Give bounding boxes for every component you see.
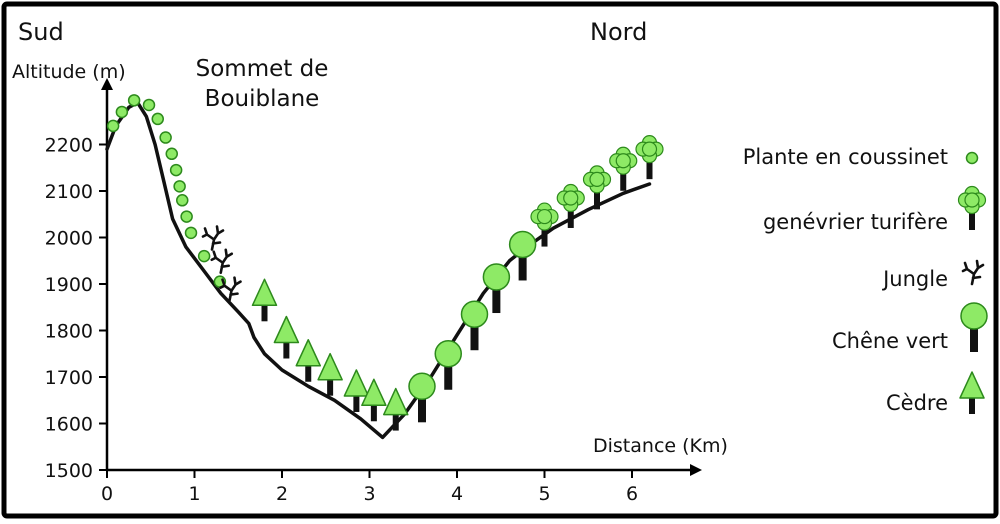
altitude-profile-line	[105, 100, 652, 440]
legend-label-coussinet: Plante en coussinet	[743, 145, 948, 169]
profile-layer	[105, 100, 652, 440]
genevrier-turifere-mark	[563, 190, 579, 206]
summit-label-line-2: Bouiblane	[205, 86, 320, 112]
chene-vert-trunk	[444, 361, 453, 390]
plante-en-coussinet-mark	[115, 105, 129, 119]
x-tick-label: 1	[188, 483, 200, 505]
y-tick-label: 2000	[45, 228, 93, 250]
cedre-trunk	[261, 299, 268, 322]
chene-vert-trunk	[970, 324, 978, 352]
genevrier-turifere-mark	[964, 192, 980, 208]
chene-vert-mark	[508, 230, 537, 259]
genevrier-turifere-mark	[536, 208, 553, 225]
x-tick-label: 4	[451, 483, 463, 505]
chene-vert-trunk	[518, 252, 527, 281]
x-tick-label: 6	[626, 483, 638, 505]
y-tick-label: 1600	[45, 414, 93, 436]
plante-en-coussinet-mark	[173, 180, 186, 193]
jungle-mark	[201, 225, 225, 251]
chene-vert-trunk	[418, 394, 426, 423]
y-axis-title: Altitude (m)	[12, 61, 126, 83]
plante-en-coussinet-mark	[184, 226, 198, 240]
genevrier-trunk	[620, 166, 627, 191]
x-tick-label: 0	[101, 483, 113, 505]
x-tick-label: 2	[276, 483, 288, 505]
plante-en-coussinet-mark	[142, 98, 156, 112]
legend-label-chene: Chêne vert	[832, 329, 948, 353]
plante-en-coussinet-mark	[965, 151, 979, 165]
legend-label-genevrier: genévrier turifère	[763, 210, 948, 234]
legend-icons	[957, 151, 988, 414]
plante-en-coussinet-mark	[169, 163, 183, 177]
vegetation-layer	[106, 94, 664, 431]
legend: Plante en coussinet genévrier turifère J…	[743, 145, 988, 415]
plante-en-coussinet-mark	[127, 94, 141, 107]
genevrier-trunk	[541, 222, 548, 247]
y-tick-label: 2200	[45, 135, 93, 157]
plante-en-coussinet-mark	[180, 210, 193, 223]
cedre-mark	[317, 352, 343, 381]
x-tick-label: 3	[363, 483, 375, 505]
cedre-mark	[361, 378, 387, 407]
chene-vert-mark	[434, 340, 462, 368]
genevrier-turifere-mark	[615, 153, 631, 169]
x-axis-title: Distance (Km)	[593, 435, 728, 457]
cedre-mark	[343, 369, 370, 397]
x-tick-label: 5	[538, 483, 550, 505]
cedre-mark	[273, 315, 300, 344]
plante-en-coussinet-mark	[159, 131, 172, 144]
cedre-trunk	[392, 408, 399, 431]
chene-vert-mark	[460, 300, 489, 328]
y-tick-label: 1800	[45, 321, 93, 343]
cedre-trunk	[353, 389, 360, 412]
genevrier-turifere-mark	[589, 171, 605, 187]
jungle-mark	[219, 276, 242, 302]
genevrier-trunk	[969, 206, 975, 230]
cedre-mark	[383, 387, 409, 416]
genevrier-trunk	[646, 155, 653, 180]
summit-label-line-1: Sommet de	[196, 56, 329, 82]
north-label: Nord	[590, 18, 647, 46]
genevrier-turifere-mark	[641, 141, 658, 157]
plante-en-coussinet-mark	[176, 194, 189, 207]
axes: 0 1 2 3 4 5 6 1500 1600 1700 1800 1900 2000 2100 2200	[45, 78, 702, 505]
cedre-trunk	[969, 392, 975, 414]
chene-vert-mark	[408, 372, 436, 401]
y-tick-label: 2100	[45, 181, 93, 203]
cedre-mark	[295, 339, 321, 367]
chene-vert-mark	[482, 263, 511, 291]
x-axis-arrow	[690, 464, 702, 476]
y-tick-label: 1900	[45, 274, 93, 296]
plante-en-coussinet-mark	[151, 112, 164, 126]
jungle-mark	[210, 248, 234, 275]
y-tick-label: 1500	[45, 460, 93, 482]
legend-label-cedre: Cèdre	[886, 391, 948, 415]
cedre-trunk	[283, 336, 290, 359]
chene-vert-trunk	[470, 322, 479, 351]
plante-en-coussinet-mark	[197, 249, 211, 263]
cedre-trunk	[327, 373, 334, 396]
chene-vert-trunk	[492, 285, 501, 314]
plante-en-coussinet-mark	[106, 119, 120, 133]
south-label: Sud	[18, 18, 64, 46]
chene-vert-mark	[960, 302, 988, 330]
cedre-trunk	[370, 399, 377, 422]
jungle-mark	[961, 259, 985, 286]
legend-label-jungle: Jungle	[881, 267, 948, 291]
cedre-mark	[251, 278, 278, 307]
plante-en-coussinet-mark	[165, 147, 178, 161]
y-axis-arrow	[101, 78, 113, 90]
genevrier-trunk	[567, 203, 574, 228]
y-tick-label: 1700	[45, 367, 93, 389]
genevrier-trunk	[594, 185, 600, 210]
cedre-trunk	[305, 359, 312, 382]
cedre-mark	[959, 371, 985, 399]
